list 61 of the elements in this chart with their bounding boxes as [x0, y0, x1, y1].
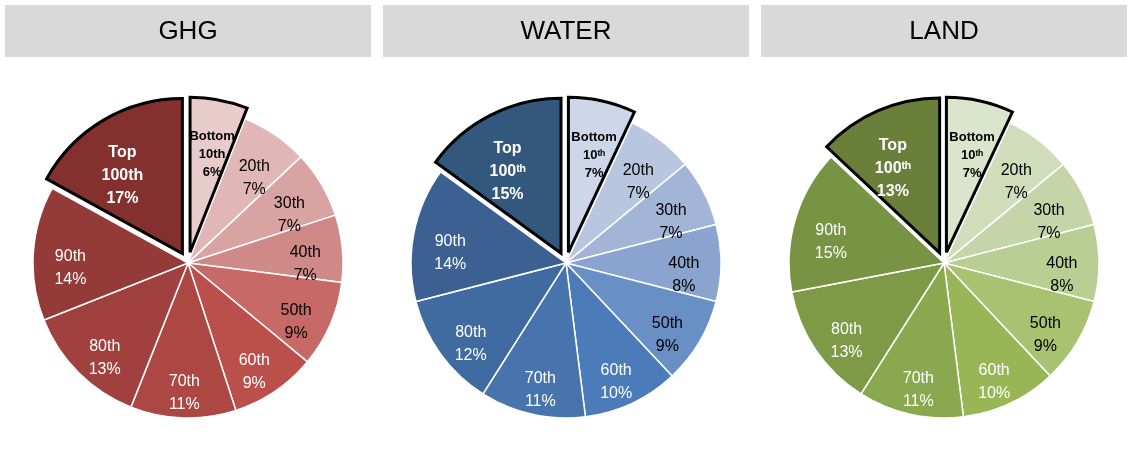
data-label: 11% — [524, 391, 556, 409]
data-label: 9% — [242, 374, 266, 392]
slice-label: 20th — [238, 156, 270, 174]
slice-label: 70th — [524, 368, 556, 386]
chart-title: GHG — [158, 15, 218, 45]
slice-label: 70th — [902, 368, 934, 386]
data-label: 9% — [1033, 336, 1057, 354]
slice-label: 50th — [280, 300, 312, 318]
data-label: 15% — [491, 185, 524, 203]
slice-label: 90th — [815, 221, 847, 239]
slice-label: 40th — [668, 254, 700, 271]
data-label: 7% — [242, 179, 266, 197]
slice-label: Top 100th — [101, 143, 144, 184]
slice-label: 40th — [1046, 254, 1078, 271]
slice-label: 90th — [54, 246, 86, 264]
slice-label: 30th — [273, 194, 305, 212]
data-label: 15% — [814, 244, 847, 262]
chart-title: WATER — [520, 15, 612, 45]
data-label: 9% — [655, 336, 679, 354]
slice-label: 80th — [455, 323, 487, 341]
data-label: 7% — [584, 165, 604, 181]
slice-label: 60th — [978, 360, 1010, 378]
slice-label: 90th — [434, 231, 466, 249]
slice-label: 40th — [289, 242, 321, 260]
slice-label: 60th — [600, 360, 632, 378]
data-label: 8% — [672, 277, 696, 294]
data-label: 14% — [54, 269, 87, 287]
slice-label: 50th — [1029, 313, 1061, 331]
slice-label: Bottom 10ᵗʰ — [571, 129, 617, 163]
data-label: 11% — [902, 391, 934, 409]
data-label: 13% — [88, 360, 121, 378]
data-label: 7% — [1004, 183, 1028, 201]
data-label: 17% — [106, 189, 139, 207]
data-label: 14% — [434, 254, 467, 272]
data-label: 7% — [1037, 223, 1061, 241]
slice-label: Bottom 10ᵗʰ — [949, 129, 995, 163]
data-label: 7% — [659, 223, 683, 241]
data-label: 7% — [277, 217, 301, 235]
data-label: 13% — [830, 343, 863, 361]
slice-label: 80th — [89, 337, 121, 355]
data-label: 10% — [600, 383, 633, 401]
slice-label: 20th — [1000, 160, 1032, 178]
data-label: 8% — [1050, 277, 1074, 294]
slice-label: 70th — [168, 371, 200, 389]
slice-label: Top 100ᵗʰ — [489, 139, 526, 180]
data-label: 12% — [454, 346, 487, 364]
data-label: 7% — [962, 165, 982, 181]
data-label: 10% — [978, 383, 1011, 401]
data-label: 6% — [202, 164, 222, 180]
data-label: 7% — [626, 183, 650, 201]
chart-title: LAND — [909, 15, 979, 45]
slice-label: 30th — [1033, 200, 1065, 218]
data-label: 9% — [284, 323, 308, 341]
slice-label: 30th — [655, 200, 687, 218]
slice-label: Top 100ᵗʰ — [874, 135, 911, 176]
slice-label: 60th — [238, 351, 270, 369]
data-label: 13% — [876, 181, 909, 199]
slice-label: 50th — [651, 313, 683, 331]
data-label: 11% — [168, 394, 200, 412]
slice-label: 20th — [622, 160, 654, 178]
slice-label: 80th — [831, 320, 863, 338]
